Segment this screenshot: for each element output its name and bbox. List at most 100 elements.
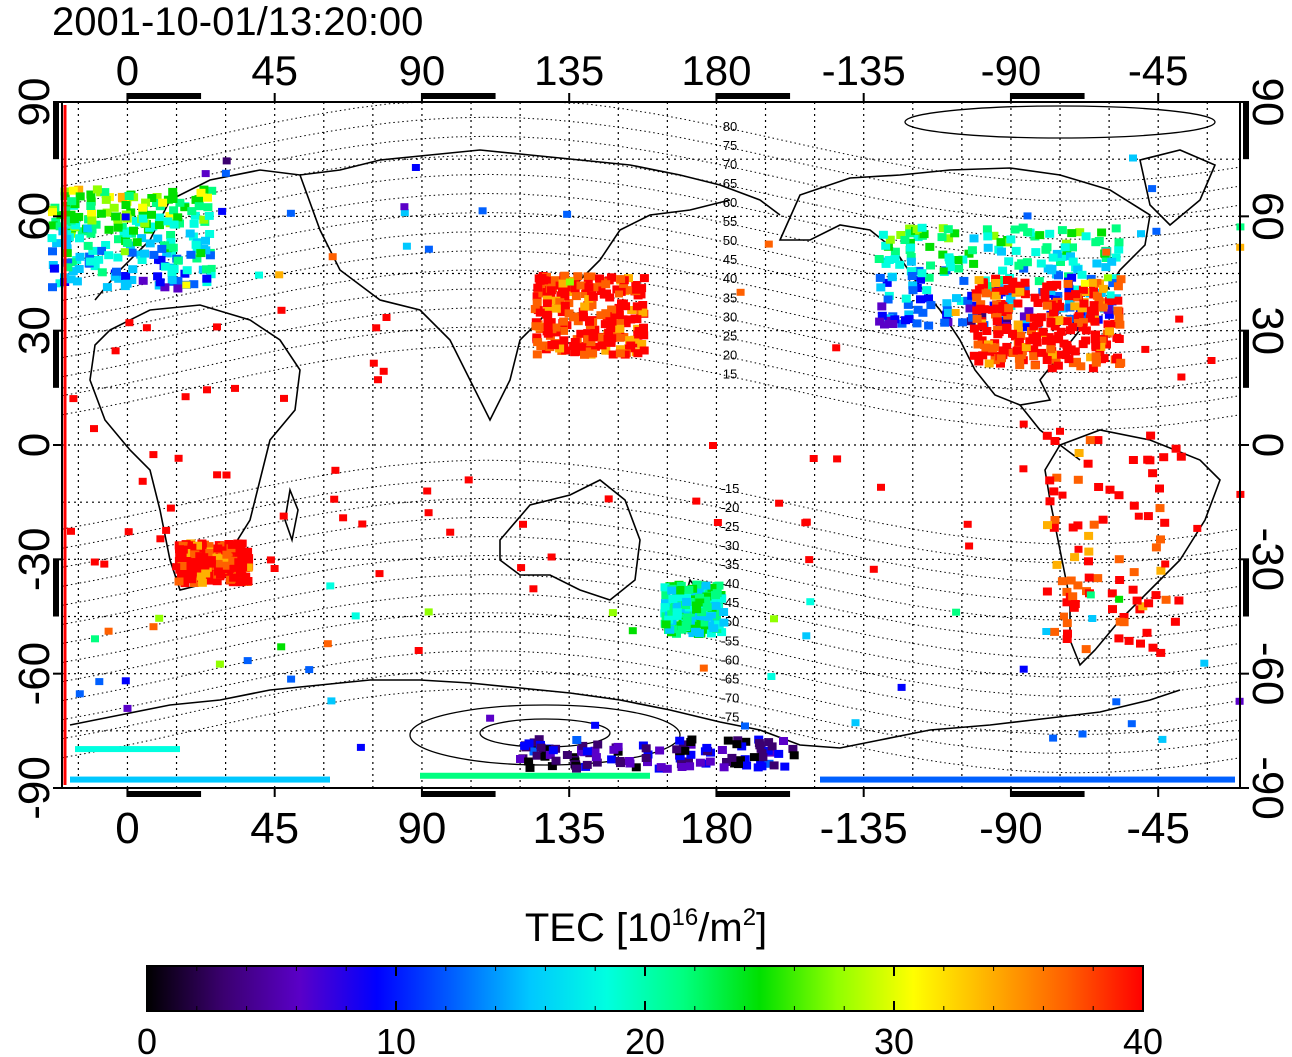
- tec-cell: [675, 586, 685, 595]
- tec-cell: [695, 593, 704, 602]
- tec-cell: [132, 238, 142, 247]
- tec-cell: [551, 756, 561, 765]
- tec-cell: [1119, 613, 1129, 621]
- tec-cell: [201, 170, 210, 178]
- tec-cell: [1027, 327, 1036, 335]
- tec-cell: [1019, 465, 1028, 473]
- tec-cell: [1142, 628, 1152, 637]
- tec-cell: [973, 340, 983, 349]
- tec-cell: [1052, 560, 1062, 569]
- tec-cell: [997, 247, 1006, 256]
- tec-cell: [1019, 264, 1029, 273]
- frame-bar: [1010, 791, 1085, 797]
- lon-tick-mark: [1157, 788, 1160, 797]
- tec-cell: [591, 721, 600, 729]
- tec-cell: [196, 249, 206, 258]
- tec-cell: [1089, 301, 1099, 310]
- tec-cell: [1032, 338, 1042, 347]
- tec-cell: [141, 198, 151, 207]
- tec-cell: [128, 265, 138, 274]
- tec-cell: [111, 212, 121, 221]
- tec-cell: [770, 615, 778, 623]
- tec-cell: [661, 620, 671, 629]
- tec-cell: [218, 207, 227, 215]
- tec-cell: [1042, 301, 1052, 310]
- contour-label: 80: [723, 119, 737, 134]
- tec-cell: [996, 354, 1006, 363]
- tec-cell: [615, 333, 625, 342]
- tec-cell: [578, 307, 588, 316]
- tec-cell: [607, 755, 617, 764]
- tec-cell: [573, 272, 583, 281]
- tec-cell: [1073, 521, 1083, 530]
- tec-cell: [101, 195, 111, 204]
- tec-cell: [1098, 284, 1108, 293]
- tec-cell: [875, 317, 885, 326]
- tec-cell: [734, 760, 743, 769]
- tec-cell: [970, 301, 980, 310]
- tec-cell: [1091, 341, 1101, 350]
- mlat-contour: [61, 631, 1241, 717]
- tec-cell: [1058, 491, 1067, 499]
- tec-cell: [532, 292, 542, 301]
- tec-cell: [974, 276, 984, 285]
- tec-cell: [369, 359, 378, 367]
- tec-cell: [75, 234, 84, 243]
- tec-cell: [559, 336, 569, 345]
- tec-cell: [883, 295, 893, 304]
- tec-cell: [1112, 698, 1121, 706]
- tec-cell: [1072, 285, 1082, 294]
- tec-cell: [153, 272, 163, 281]
- frame-bar: [421, 791, 496, 797]
- tec-cell: [592, 758, 602, 767]
- tec-cell: [1049, 523, 1059, 532]
- tec-cell: [129, 226, 138, 235]
- tec-cell: [576, 344, 586, 353]
- tec-cell: [519, 520, 527, 528]
- tec-cell: [206, 556, 216, 565]
- mlat-contour: [61, 612, 1241, 698]
- tec-cell: [243, 657, 252, 665]
- tec-cell: [940, 318, 950, 327]
- tec-cell: [400, 209, 409, 217]
- tec-cell: [231, 384, 239, 392]
- tec-cell: [1098, 303, 1108, 312]
- tec-cell: [1036, 259, 1046, 268]
- tec-cell: [1072, 357, 1081, 366]
- tec-cell: [710, 601, 720, 610]
- tec-observations: [47, 154, 1245, 783]
- bottom-lon-label: -45: [1126, 804, 1190, 853]
- tec-cell: [95, 678, 104, 686]
- lon-tick-mark: [862, 93, 865, 102]
- left-lat-label: 0: [10, 433, 59, 457]
- tec-cell: [155, 278, 165, 287]
- tec-cell: [1036, 313, 1046, 322]
- tec-cell: [63, 263, 73, 272]
- tec-cell: [1042, 356, 1052, 364]
- tec-cell: [616, 345, 625, 354]
- colorbar-tick-label: 20: [625, 1021, 665, 1057]
- tec-cell: [675, 736, 685, 745]
- tec-cell: [180, 203, 190, 212]
- tec-cell: [983, 243, 993, 252]
- mlat-contour: [61, 574, 1241, 659]
- tec-cell: [169, 220, 179, 229]
- tec-cell: [764, 738, 774, 747]
- tec-cell: [67, 527, 75, 535]
- tec-cell: [667, 610, 677, 619]
- mlat-contour: [61, 326, 1241, 412]
- tec-cell: [194, 202, 204, 211]
- contour-label: 50: [723, 233, 737, 248]
- tec-cell: [638, 308, 648, 317]
- lat-lon-grid: [62, 102, 1240, 788]
- tec-cell: [978, 322, 987, 331]
- tec-cell: [131, 216, 141, 225]
- tec-cell: [869, 565, 878, 573]
- tec-cell: [723, 736, 733, 745]
- tec-cell: [358, 520, 367, 528]
- tec-cell: [958, 255, 968, 264]
- tec-cell: [991, 287, 1001, 296]
- tec-cell: [1059, 339, 1069, 348]
- tec-cell: [661, 591, 671, 600]
- tec-cell: [984, 359, 994, 368]
